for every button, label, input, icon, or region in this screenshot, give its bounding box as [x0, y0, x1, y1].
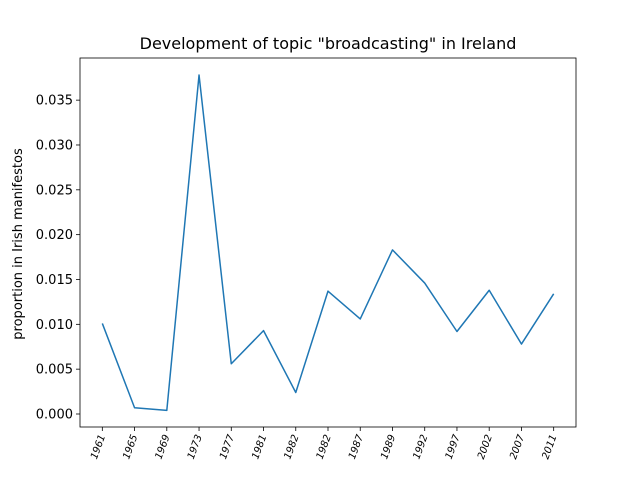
- y-tick-label-1: 0.005: [36, 363, 73, 378]
- y-tick-label-0: 0.000: [36, 407, 73, 422]
- y-axis-label: proportion in Irish manifestos: [11, 148, 26, 340]
- series-line-0: [101, 74, 555, 412]
- chart-title: Development of topic "broadcasting" in I…: [140, 34, 517, 53]
- y-tick-label-4: 0.020: [36, 228, 73, 243]
- y-tick-label-5: 0.025: [36, 183, 73, 198]
- y-tick-label-2: 0.010: [36, 318, 73, 333]
- y-tick-label-7: 0.035: [36, 94, 73, 109]
- y-tick-label-6: 0.030: [36, 138, 73, 153]
- y-tick-label-3: 0.015: [36, 273, 73, 288]
